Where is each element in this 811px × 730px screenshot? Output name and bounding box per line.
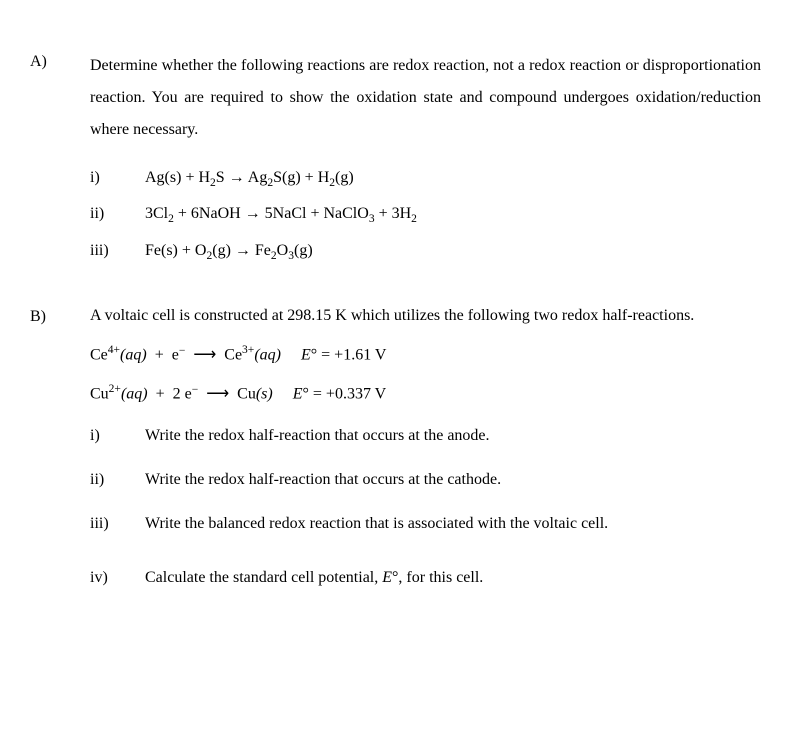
b-i-label: i) [90,424,145,448]
b-iii-label: iii) [90,512,145,536]
b-ii-text: Write the redox half-reaction that occur… [145,468,761,492]
b-iv-label: iv) [90,566,145,590]
a-iii-label: iii) [90,239,145,265]
section-a-label: A) [30,50,90,275]
a-ii-eq: 3Cl2 + 6NaOH → 5NaCl + NaClO3 + 3H2 [145,202,761,228]
b-iii-text: Write the balanced redox reaction that i… [145,512,761,536]
a-ii-label: ii) [90,202,145,228]
b-iv-text: Calculate the standard cell potential, E… [145,566,761,590]
b-item-i: i) Write the redox half-reaction that oc… [90,424,761,448]
b-ii-label: ii) [90,468,145,492]
a-item-i: i) Ag(s) + H2S → Ag2S(g) + H2(g) [90,166,761,192]
b-half2: Cu2+(aq) + 2 e− ⟶ Cu(s) E° = +0.337 V [90,381,761,406]
b-half1-pot: E° = +1.61 V [301,346,387,363]
a-i-eq: Ag(s) + H2S → Ag2S(g) + H2(g) [145,166,761,192]
section-a-intro: Determine whether the following reaction… [90,50,761,146]
a-item-ii: ii) 3Cl2 + 6NaOH → 5NaCl + NaClO3 + 3H2 [90,202,761,228]
b-item-iv: iv) Calculate the standard cell potentia… [90,566,761,590]
section-a-body: Determine whether the following reaction… [90,50,761,275]
b-half1: Ce4+(aq) + e− ⟶ Ce3+(aq) E° = +1.61 V [90,342,761,367]
a-item-iii: iii) Fe(s) + O2(g) → Fe2O3(g) [90,239,761,265]
section-b-body: A voltaic cell is constructed at 298.15 … [90,305,761,610]
a-iii-eq: Fe(s) + O2(g) → Fe2O3(g) [145,239,761,265]
b-half2-pot: E° = +0.337 V [293,385,387,402]
section-b-intro: A voltaic cell is constructed at 298.15 … [90,305,761,327]
section-b: B) A voltaic cell is constructed at 298.… [30,305,761,610]
section-a: A) Determine whether the following react… [30,50,761,275]
b-item-iii: iii) Write the balanced redox reaction t… [90,512,761,536]
b-item-ii: ii) Write the redox half-reaction that o… [90,468,761,492]
a-i-label: i) [90,166,145,192]
section-b-label: B) [30,305,90,610]
b-i-text: Write the redox half-reaction that occur… [145,424,761,448]
